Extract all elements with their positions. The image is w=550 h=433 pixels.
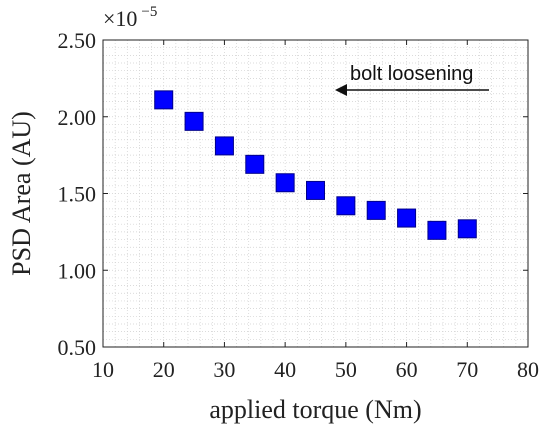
data-point (306, 180, 325, 200)
y-tick-label: 2.00 (58, 105, 97, 130)
data-point (214, 136, 234, 156)
x-tick-label: 50 (335, 357, 357, 382)
x-tick-labels: 10 20 30 40 50 60 70 80 (92, 357, 539, 382)
data-point (397, 208, 417, 228)
x-tick-label: 60 (396, 357, 418, 382)
y-multiplier: ×10 −5 (103, 4, 157, 31)
data-point (154, 90, 174, 110)
data-point (184, 111, 204, 131)
axis-ticks (102, 39, 529, 348)
y-tick-label: 0.50 (58, 335, 97, 360)
data-point (275, 173, 295, 193)
data-point (336, 196, 356, 216)
annotation: bolt loosening (335, 63, 489, 96)
y-multiplier-exponent: −5 (141, 4, 157, 20)
x-tick-label: 70 (456, 357, 478, 382)
data-point (457, 219, 477, 239)
y-tick-label: 2.50 (58, 28, 97, 53)
data-point (427, 220, 447, 240)
y-tick-label: 1.00 (58, 258, 97, 283)
data-point (366, 200, 386, 220)
data-points (154, 90, 477, 240)
y-tick-labels: 0.50 1.00 1.50 2.00 2.50 (58, 28, 97, 360)
arrow-head-icon (335, 84, 347, 96)
y-multiplier-base: ×10 (103, 6, 137, 31)
x-tick-label: 40 (274, 357, 296, 382)
x-tick-label: 10 (92, 357, 114, 382)
y-axis-label: PSD Area (AU) (7, 111, 36, 276)
x-tick-label: 80 (517, 357, 539, 382)
data-point (245, 154, 265, 174)
x-tick-label: 30 (213, 357, 235, 382)
x-axis-label: applied torque (Nm) (209, 395, 421, 424)
annotation-text: bolt loosening (350, 63, 473, 85)
x-tick-label: 20 (153, 357, 175, 382)
y-tick-label: 1.50 (58, 182, 97, 207)
